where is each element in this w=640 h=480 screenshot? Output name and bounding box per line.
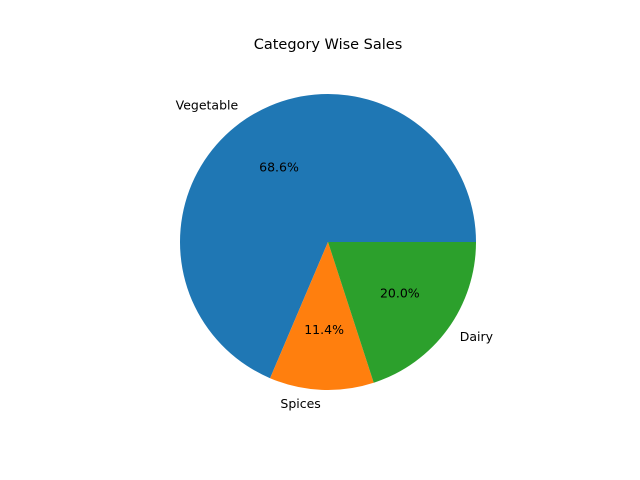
slice-label-dairy: Dairy (460, 329, 494, 344)
slice-label-vegetable: Vegetable (176, 98, 239, 113)
percent-label-vegetable: 68.6% (259, 159, 299, 174)
pie-slice-vegetable (180, 94, 477, 379)
chart-title: Category Wise Sales (254, 37, 403, 53)
slice-label-spices: Spices (280, 396, 320, 411)
pie-slice-spices (270, 242, 374, 390)
percent-label-dairy: 20.0% (380, 286, 420, 301)
pie-slice-dairy (328, 242, 476, 383)
pie-slices (180, 94, 477, 390)
percent-label-spices: 11.4% (304, 322, 344, 337)
pie-labels: Vegetable 68.6% Spices 11.4% Dairy 20.0% (176, 98, 494, 411)
